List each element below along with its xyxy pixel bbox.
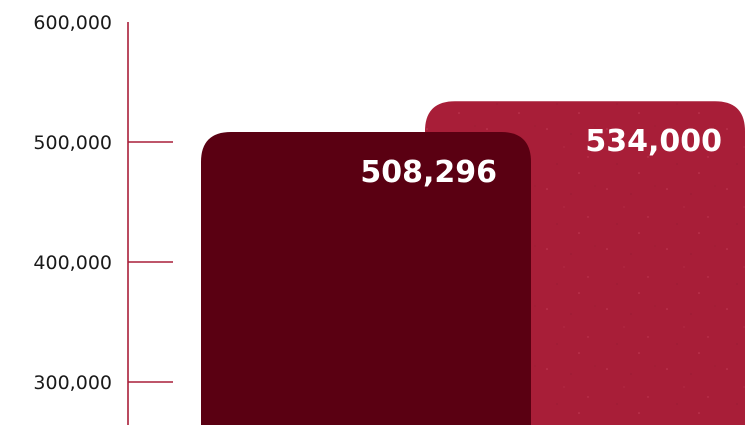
bar-value-label: 534,000: [585, 124, 722, 159]
bar: [201, 132, 531, 425]
bar-value-label: 508,296: [360, 155, 497, 190]
y-tick-label: 400,000: [33, 252, 112, 274]
bar-value-labels: 508,296 534,000: [360, 124, 722, 190]
y-tick-label: 500,000: [33, 132, 112, 154]
y-tick-label: 600,000: [33, 12, 112, 34]
y-axis: 300,000 400,000 500,000 600,000: [33, 12, 173, 425]
front-bar-layer: [201, 132, 531, 425]
y-tick-label: 300,000: [33, 372, 112, 394]
